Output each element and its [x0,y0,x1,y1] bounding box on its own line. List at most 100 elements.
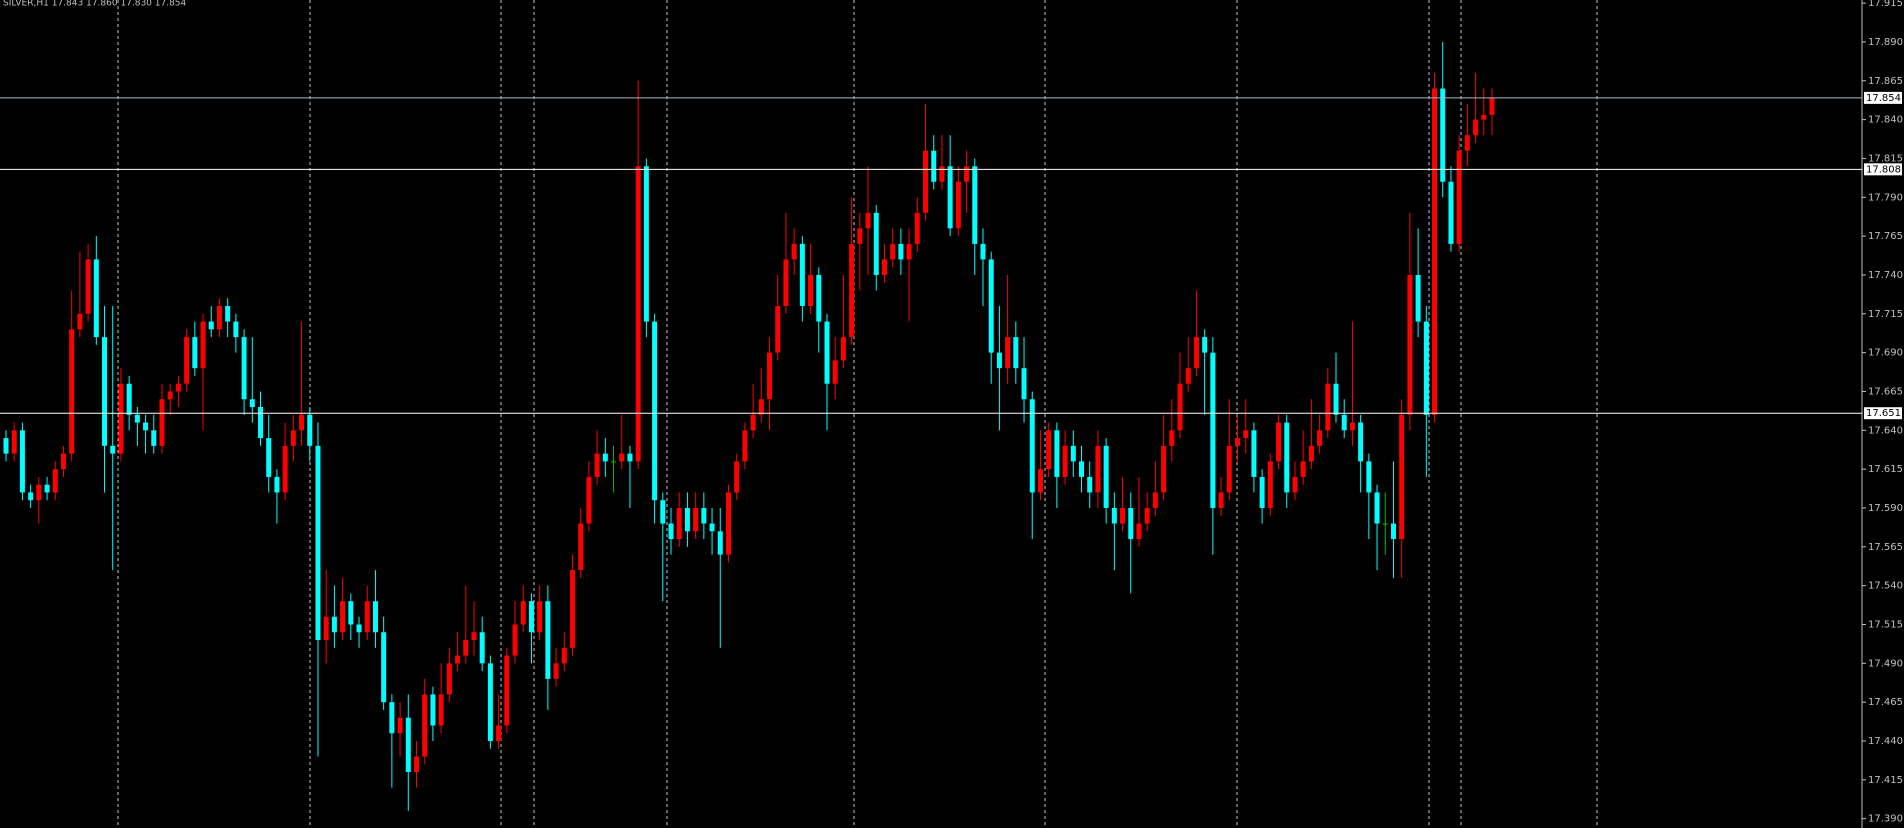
y-tick-label: 17.740 [1868,270,1903,281]
candle-body [216,306,222,330]
candle-body [1177,383,1183,431]
y-tick-label: 17.715 [1868,309,1903,320]
candle-body [134,414,140,423]
candle-body [980,243,986,260]
candle-body [430,694,436,726]
candle-body [299,414,305,431]
candle-body [118,383,124,454]
candle-body [397,717,403,734]
candle-body [520,601,526,625]
candle-body [1390,523,1396,540]
y-tick-label: 17.465 [1868,697,1903,708]
candle-body [241,337,247,400]
candle-body [266,438,272,477]
candle-body [93,259,99,338]
candle-body [1070,445,1076,462]
candle-body [422,694,428,757]
candle-body [258,407,264,439]
candle-body [1210,352,1216,508]
candle-body [143,422,149,431]
candle-body [660,500,666,524]
level-label: 17.854 [1866,93,1901,104]
y-tick-label: 17.415 [1868,775,1903,786]
candle-body [1169,430,1175,446]
candle-body [315,445,321,641]
candle-body [1399,414,1405,540]
candle-body [873,212,879,275]
candle-body [405,717,411,773]
candle-body [1415,274,1421,322]
candle-body [676,507,682,540]
candle-body [923,150,929,213]
candle-body [668,523,674,540]
candle-body [340,601,346,633]
y-tick-label: 17.665 [1868,386,1903,397]
candle-body [816,274,822,322]
y-tick-label: 17.840 [1868,115,1903,126]
level-label-box [1864,163,1902,176]
candle-body [808,274,814,307]
candle-body [898,243,904,260]
candle-body [635,166,641,462]
candle-body [881,259,887,275]
y-tick-label: 17.690 [1868,348,1903,359]
candle-body [167,391,173,400]
candle-body [890,243,896,260]
candle-body [1005,337,1011,369]
candle-body [693,507,699,532]
candle-body [767,352,773,400]
y-tick-label: 17.890 [1868,37,1903,48]
candle-body [611,461,617,463]
candle-body [200,321,206,369]
candle-body [1111,507,1117,524]
candle-body [364,601,370,633]
candle-body [1185,368,1191,384]
candle-body [1464,135,1470,151]
candle-body [1013,337,1019,369]
candle-body [348,601,354,625]
candle-body [742,430,748,462]
candle-body [1136,523,1142,540]
candle-body [249,399,255,408]
candle-body [947,166,953,229]
candle-body [1152,492,1158,508]
candle-body [1276,422,1282,462]
level-label-box [1864,91,1902,104]
y-tick-label: 17.615 [1868,464,1903,475]
y-tick-label: 17.590 [1868,503,1903,514]
candle-body [840,337,846,361]
candle-body [1325,383,1331,431]
candle-body [955,181,961,229]
candle-body [824,321,830,384]
candle-body [19,430,25,493]
candle-body [939,166,945,182]
y-tick-label: 17.565 [1868,542,1903,553]
candle-body [446,663,452,695]
candle-body [1095,445,1101,493]
candle-body [504,655,510,726]
candle-body [528,601,534,633]
candle-body [750,414,756,431]
candle-body [1029,399,1035,493]
candle-body [512,624,518,656]
candle-body [389,702,395,734]
candle-body [1366,461,1372,493]
candle-body [545,601,551,679]
candle-body [455,655,461,664]
candle-body [914,212,920,244]
candle-body [602,453,608,462]
candle-body [1407,274,1413,415]
y-tick-label: 17.440 [1868,736,1903,747]
candle-body [1259,476,1265,508]
candle-body [1292,476,1298,493]
level-label: 17.808 [1866,164,1901,175]
candle-body [1481,114,1487,120]
candle-body [1243,430,1249,439]
candle-body [184,337,190,384]
candle-body [438,694,444,726]
candle-body [175,383,181,392]
candle-body [1062,445,1068,477]
candle-body [1046,430,1052,470]
candle-body [553,663,559,679]
